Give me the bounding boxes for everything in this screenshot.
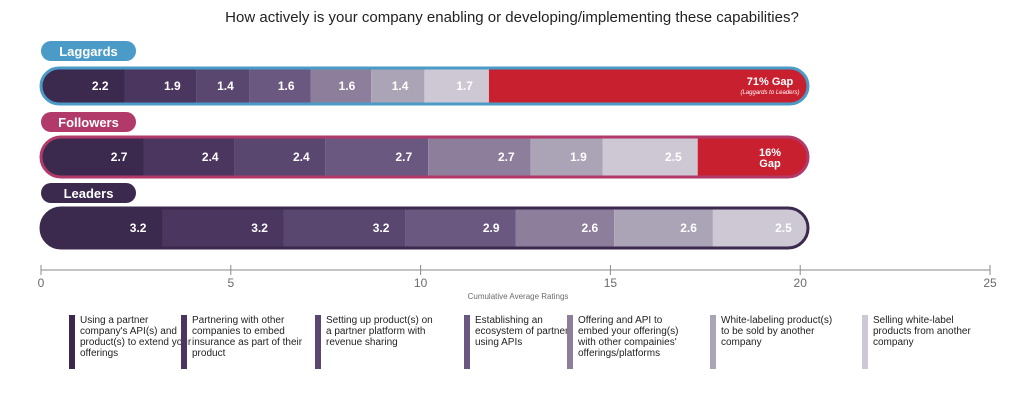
data-label: 2.7: [498, 150, 515, 164]
bar-segment: [143, 137, 235, 177]
bar-segment: [249, 68, 311, 104]
bar-segment: [515, 208, 615, 248]
x-tick-label: 20: [794, 276, 808, 290]
bar-segment: [283, 208, 406, 248]
legend-label: Setting up product(s) on a partner platf…: [326, 315, 433, 348]
bar-segment: [41, 68, 125, 104]
data-label: 2.9: [483, 221, 500, 235]
bar-segment: [424, 68, 489, 104]
gap-segment: [697, 137, 808, 177]
bar-segment: [614, 208, 713, 248]
legend-swatch: [315, 315, 321, 369]
data-label: 1.9: [570, 150, 587, 164]
data-label: 1.6: [339, 79, 356, 93]
bar-group-followers: 2.7 2.4 2.4 2.7 2.7 1.9 2.5 16%Gap Followers: [39, 112, 810, 179]
bar-segment: [124, 68, 197, 104]
data-label: 2.6: [582, 221, 599, 235]
legend-item: Establishing an ecosystem of partners us…: [464, 315, 587, 369]
bar-segment: [712, 208, 808, 248]
data-label: 2.5: [665, 150, 682, 164]
data-label: 3.2: [130, 221, 147, 235]
data-label: 2.7: [396, 150, 413, 164]
bar-segment: [405, 208, 516, 248]
x-tick-label: 25: [983, 276, 997, 290]
legend-swatch: [710, 315, 716, 369]
data-label: 1.7: [456, 79, 473, 93]
legend-swatch: [69, 315, 75, 369]
legend-swatch: [181, 315, 187, 369]
legend-label: Offering and API to embed your offering(…: [578, 315, 679, 359]
bar-segment: [310, 68, 372, 104]
gap-label: 71% Gap: [747, 76, 794, 88]
data-label: 3.2: [373, 221, 390, 235]
gap-sublabel: (Laggards to Leaders): [740, 90, 799, 96]
bar-segment: [196, 68, 250, 104]
bar-outline: [39, 206, 810, 250]
x-axis-title: Cumulative Average Ratings: [468, 292, 569, 301]
legend-swatch: [567, 315, 573, 369]
legend-item: Offering and API to embed your offering(…: [567, 315, 690, 369]
data-label: 2.4: [202, 150, 219, 164]
chart-title: How actively is your company enabling or…: [225, 9, 799, 26]
gap-label: 16%: [759, 147, 781, 159]
bar-groups: 2.2 1.9 1.4 1.6 1.6 1.4 1.7 71% Gap (Laggards to…: [39, 41, 810, 250]
bar-segment: [162, 208, 284, 248]
x-tick-label: 5: [227, 276, 234, 290]
legend-label: Establishing an ecosystem of partners us…: [475, 315, 574, 348]
data-label: 2.5: [775, 221, 792, 235]
bar-segment: [530, 137, 603, 177]
data-label: 1.4: [217, 79, 234, 93]
data-label: 2.2: [92, 79, 109, 93]
legend-label: Partnering with other companies to embed…: [192, 315, 303, 359]
x-axis: 0 5 10 15 20 25: [38, 265, 997, 290]
legend-label: Selling white-label products from anothe…: [873, 315, 971, 348]
bar-segment: [371, 68, 425, 104]
group-label: Leaders: [64, 186, 114, 201]
bar-outline: [39, 135, 810, 179]
bar-group-leaders: 3.2 3.2 3.2 2.9 2.6 2.6 2.5 Leaders: [39, 183, 810, 250]
data-label: 1.9: [164, 79, 181, 93]
bar-segment: [325, 137, 429, 177]
legend-label: Using a partner company's API(s) and pro…: [80, 315, 192, 359]
legend-swatch: [862, 315, 868, 369]
data-label: 2.4: [293, 150, 310, 164]
bar-group-laggards: 2.2 1.9 1.4 1.6 1.6 1.4 1.7 71% Gap (Laggards to…: [39, 41, 810, 106]
group-label: Laggards: [59, 44, 118, 59]
bar-outline: [39, 66, 810, 106]
data-label: 2.7: [111, 150, 128, 164]
x-tick-label: 10: [414, 276, 428, 290]
bar-segment: [602, 137, 698, 177]
group-label: Followers: [58, 115, 119, 130]
group-label-pill: [41, 183, 136, 203]
legend-item: Setting up product(s) on a partner platf…: [315, 315, 438, 369]
gap-sublabel: Gap: [759, 158, 781, 170]
bar-segment: [428, 137, 531, 177]
data-label: 1.4: [392, 79, 409, 93]
legend-swatch: [464, 315, 470, 369]
gap-segment: [488, 68, 808, 104]
x-tick-label: 0: [38, 276, 45, 290]
group-label-pill: [41, 41, 136, 61]
legend-label: White-labeling product(s) to be sold by …: [721, 315, 833, 348]
bar-segment: [234, 137, 326, 177]
data-label: 3.2: [251, 221, 268, 235]
legend-item: Selling white-label products from anothe…: [862, 315, 985, 369]
legend-item: Partnering with other companies to embed…: [181, 315, 304, 369]
legend-item: White-labeling product(s) to be sold by …: [710, 315, 833, 369]
x-tick-label: 15: [604, 276, 618, 290]
bar-segment: [41, 137, 144, 177]
data-label: 1.6: [278, 79, 295, 93]
data-label: 2.6: [680, 221, 697, 235]
group-label-pill: [41, 112, 136, 132]
legend-item: Using a partner company's API(s) and pro…: [69, 315, 192, 369]
bar-segment: [41, 208, 163, 248]
